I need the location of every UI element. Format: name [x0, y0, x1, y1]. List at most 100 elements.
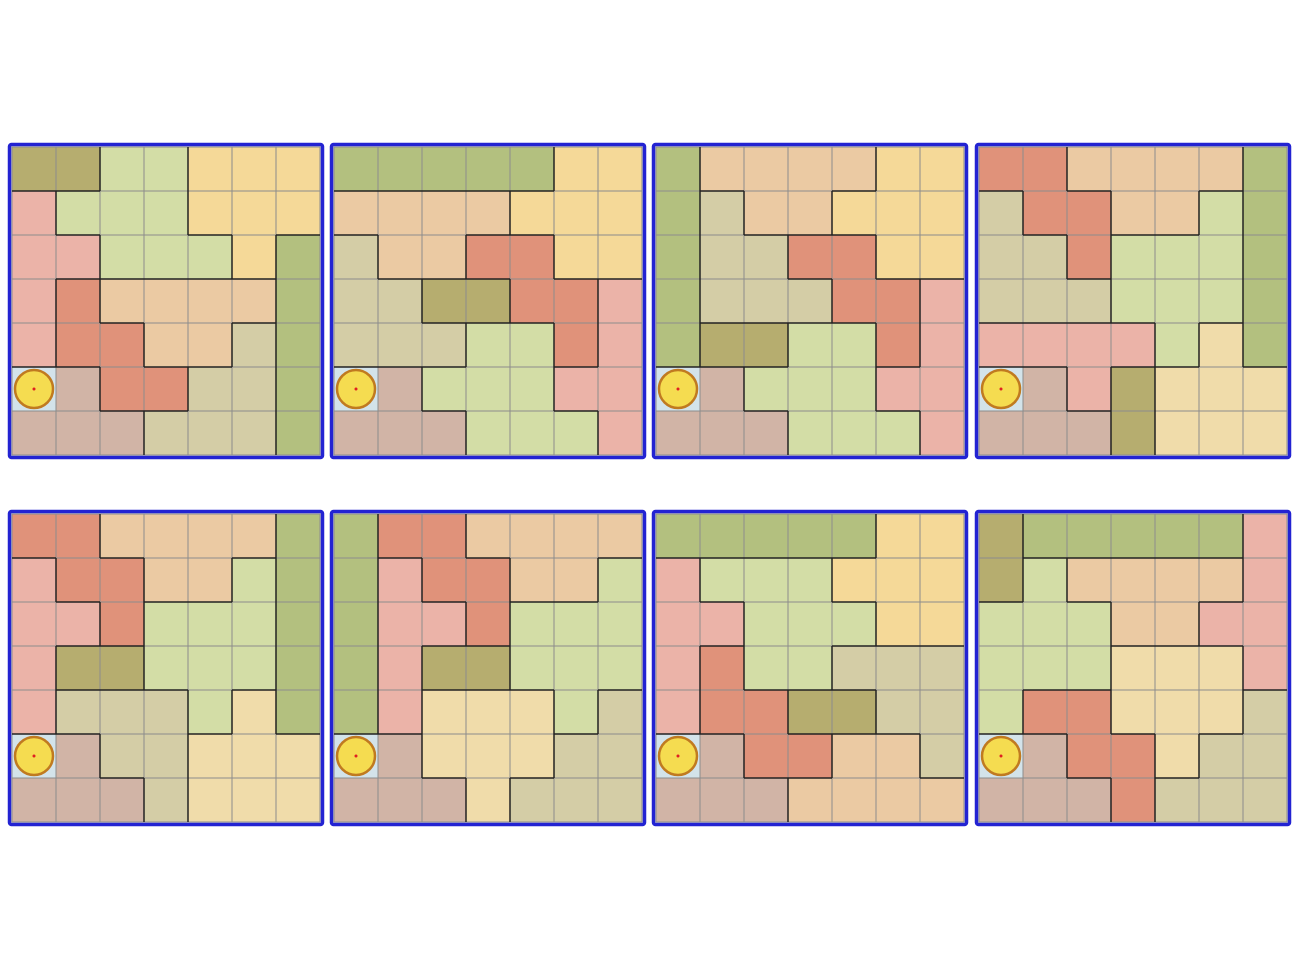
cell — [377, 410, 423, 456]
token-center — [354, 387, 358, 391]
cell — [275, 777, 321, 823]
cell — [978, 601, 1024, 647]
cell — [1022, 513, 1068, 559]
cell — [11, 557, 57, 603]
cell — [143, 146, 189, 192]
cell — [1066, 733, 1112, 779]
cell — [1198, 190, 1244, 236]
cell — [553, 278, 599, 324]
cell — [509, 146, 555, 192]
cell — [333, 146, 379, 192]
cell — [333, 601, 379, 647]
cell — [919, 190, 965, 236]
cell — [143, 733, 189, 779]
cell — [55, 366, 101, 412]
cell — [1198, 513, 1244, 559]
cell — [1066, 322, 1112, 368]
cell — [99, 146, 145, 192]
cell — [743, 601, 789, 647]
cell — [465, 278, 511, 324]
cell — [831, 557, 877, 603]
cell — [99, 366, 145, 412]
cell — [275, 689, 321, 735]
cell — [143, 645, 189, 691]
cell — [143, 601, 189, 647]
cell — [421, 645, 467, 691]
cell — [231, 645, 277, 691]
cell — [1022, 689, 1068, 735]
cell — [231, 733, 277, 779]
cell — [1154, 777, 1200, 823]
cell — [11, 777, 57, 823]
cell — [333, 645, 379, 691]
cell — [553, 234, 599, 280]
cell — [465, 322, 511, 368]
cell — [978, 777, 1024, 823]
cell — [553, 366, 599, 412]
cell — [553, 689, 599, 735]
cell — [187, 322, 233, 368]
token-center — [999, 754, 1003, 758]
cell — [1242, 146, 1288, 192]
cell — [421, 557, 467, 603]
cell — [787, 557, 833, 603]
cell — [919, 777, 965, 823]
cell — [377, 557, 423, 603]
cell — [99, 645, 145, 691]
cell — [1022, 190, 1068, 236]
cell — [831, 190, 877, 236]
cell — [875, 410, 921, 456]
cell — [1198, 689, 1244, 735]
cell — [143, 557, 189, 603]
cell — [1242, 366, 1288, 412]
cell — [875, 234, 921, 280]
cell — [421, 513, 467, 559]
cell — [11, 234, 57, 280]
cell — [597, 146, 643, 192]
cell — [1242, 689, 1288, 735]
cell — [509, 366, 555, 412]
cell — [1110, 278, 1156, 324]
cell — [509, 645, 555, 691]
cell — [831, 146, 877, 192]
cell — [597, 645, 643, 691]
cell — [875, 777, 921, 823]
cell — [978, 190, 1024, 236]
cell — [333, 190, 379, 236]
cell — [187, 190, 233, 236]
cell — [1242, 777, 1288, 823]
cell — [11, 146, 57, 192]
cell — [553, 557, 599, 603]
cell — [553, 733, 599, 779]
cell — [787, 733, 833, 779]
cell — [699, 322, 745, 368]
cell — [231, 557, 277, 603]
cell — [743, 410, 789, 456]
cell — [1110, 601, 1156, 647]
cell — [187, 645, 233, 691]
cell — [509, 190, 555, 236]
cell — [1154, 689, 1200, 735]
cell — [919, 601, 965, 647]
cell — [55, 278, 101, 324]
board — [974, 509, 1292, 827]
cell — [597, 777, 643, 823]
cell — [1242, 601, 1288, 647]
cell — [1066, 366, 1112, 412]
cell — [1242, 733, 1288, 779]
cell — [875, 146, 921, 192]
cell — [465, 410, 511, 456]
cell — [55, 410, 101, 456]
cell — [978, 557, 1024, 603]
cell — [655, 645, 701, 691]
cell — [699, 601, 745, 647]
cell — [743, 689, 789, 735]
cell — [99, 410, 145, 456]
cell — [699, 366, 745, 412]
cell — [553, 777, 599, 823]
cell — [1022, 645, 1068, 691]
cell — [655, 601, 701, 647]
cell — [99, 322, 145, 368]
cell — [1066, 146, 1112, 192]
cell — [187, 410, 233, 456]
